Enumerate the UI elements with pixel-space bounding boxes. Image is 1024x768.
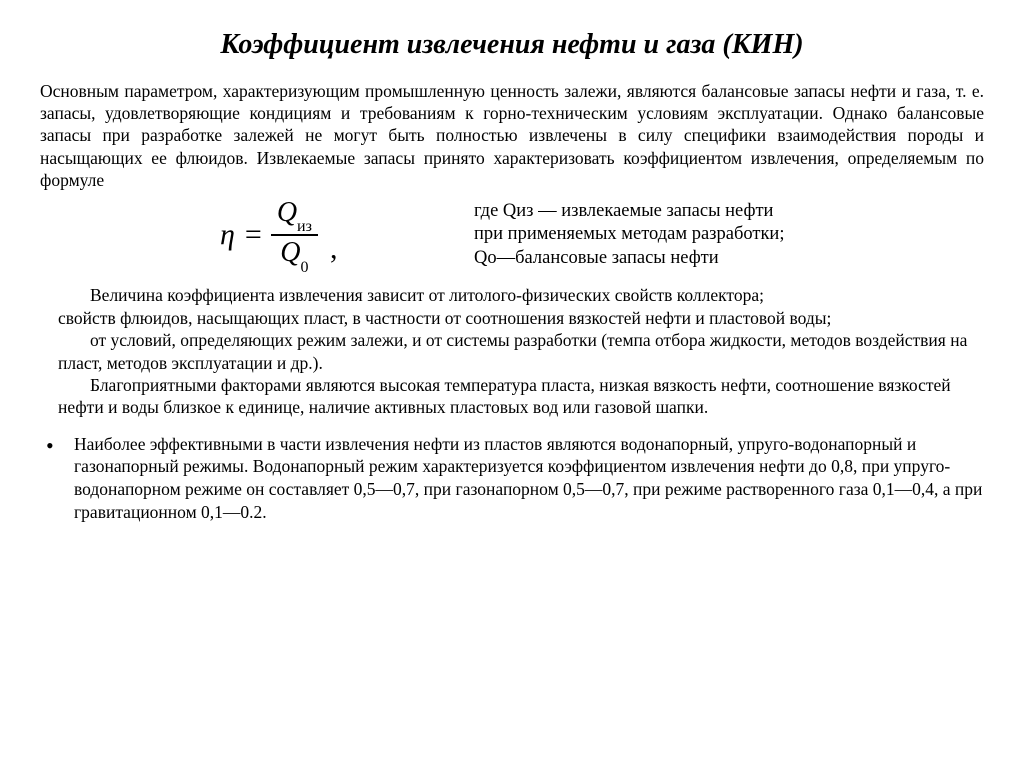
factors-p1b: свойств флюидов, насыщающих пласт, в час… — [58, 307, 984, 329]
fraction-numerator: Qиз — [271, 198, 318, 232]
legend-line-3: Qо—балансовые запасы нефти — [474, 247, 984, 270]
den-sub: 0 — [300, 259, 308, 276]
slide-title: Коэффициент извлечения нефти и газа (КИН… — [40, 28, 984, 62]
recovery-formula: η = Qиз Q0 , — [220, 198, 450, 273]
formula-fraction: Qиз Q0 — [271, 198, 318, 273]
formula-equals: = — [245, 218, 261, 252]
bullet-text: Наиболее эффективными в части извлечения… — [74, 433, 984, 524]
num-main: Q — [277, 197, 297, 228]
formula-row: η = Qиз Q0 , где Qиз — извлекаемые запас… — [40, 198, 984, 273]
formula-lhs: η — [220, 218, 235, 252]
slide-page: Коэффициент извлечения нефти и газа (КИН… — [0, 0, 1024, 768]
formula-trailing: , — [330, 232, 338, 266]
factors-p2: от условий, определяющих режим залежи, и… — [58, 329, 984, 374]
formula-legend: где Qиз — извлекаемые запасы нефти при п… — [474, 200, 984, 269]
factors-block: Величина коэффициента извлечения зависит… — [58, 284, 984, 418]
intro-paragraph: Основным параметром, характеризующим про… — [40, 80, 984, 192]
factors-p3: Благоприятными факторами являются высока… — [58, 374, 984, 419]
bullet-marker: • — [40, 433, 74, 457]
den-main: Q — [280, 237, 300, 268]
num-sub: из — [297, 218, 312, 235]
legend-line-2: при применяемых методам разработки; — [474, 223, 984, 246]
factors-p1: Величина коэффициента извлечения зависит… — [58, 284, 984, 306]
fraction-denominator: Q0 — [274, 238, 314, 272]
legend-line-1: где Qиз — извлекаемые запасы нефти — [474, 200, 984, 223]
bullet-item: • Наиболее эффективными в части извлечен… — [40, 433, 984, 524]
